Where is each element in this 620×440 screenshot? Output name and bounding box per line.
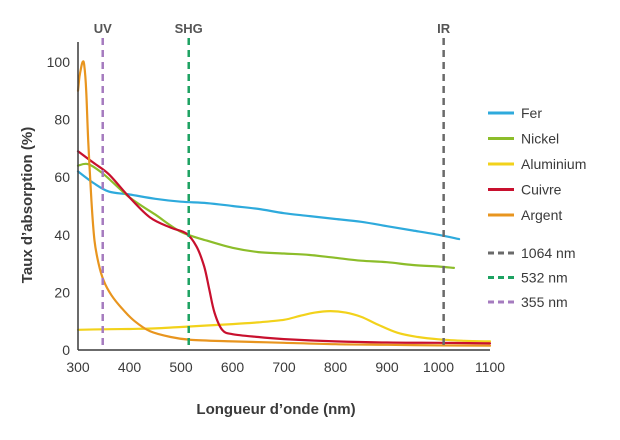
legend-label: 355 nm [521, 294, 568, 310]
legend: Fer Nickel Aluminium Cuivre Argent 1064 nm 532… [488, 105, 586, 310]
x-tick-label: 1000 [423, 359, 454, 375]
legend-label: 532 nm [521, 270, 568, 286]
y-tick-label: 20 [54, 284, 70, 300]
legend-label: Argent [521, 207, 562, 223]
y-tick-label: 60 [54, 169, 70, 185]
legend-label: Nickel [521, 131, 559, 147]
x-tick-label: 400 [118, 359, 142, 375]
y-tick-label: 40 [54, 227, 70, 243]
y-tick-label: 80 [54, 112, 70, 128]
x-tick-labels: 300 400 500 600 700 800 900 1000 1100 [66, 359, 505, 375]
x-axis-title: Longueur d’onde (nm) [196, 401, 355, 418]
x-tick-label: 300 [66, 359, 90, 375]
series-line-nickel [76, 162, 455, 269]
plot-lines [76, 60, 492, 347]
y-tick-label: 100 [47, 54, 71, 70]
x-tick-label: 700 [272, 359, 296, 375]
series-line-argent [76, 60, 492, 347]
legend-label: Aluminium [521, 156, 586, 172]
axes [77, 42, 490, 351]
series-line-fer [76, 170, 461, 241]
y-tick-label: 0 [62, 342, 70, 358]
x-tick-label: 1100 [475, 359, 505, 375]
x-tick-label: 800 [324, 359, 348, 375]
marker-label-shg: SHG [175, 21, 203, 36]
marker-label-ir: IR [437, 21, 451, 36]
series-line-cuivre [76, 150, 492, 345]
y-axis-title: Taux d’absorption (%) [19, 127, 36, 283]
legend-label: Fer [521, 105, 542, 121]
y-tick-labels: 0 20 40 60 80 100 [47, 54, 71, 358]
wavelength-markers: IR SHG UV [94, 21, 451, 350]
series-line-aluminium [76, 310, 492, 343]
marker-label-uv: UV [94, 21, 112, 36]
x-tick-label: 500 [169, 359, 193, 375]
x-tick-label: 900 [375, 359, 399, 375]
x-tick-label: 600 [221, 359, 245, 375]
legend-label: Cuivre [521, 182, 562, 198]
legend-label: 1064 nm [521, 245, 575, 261]
